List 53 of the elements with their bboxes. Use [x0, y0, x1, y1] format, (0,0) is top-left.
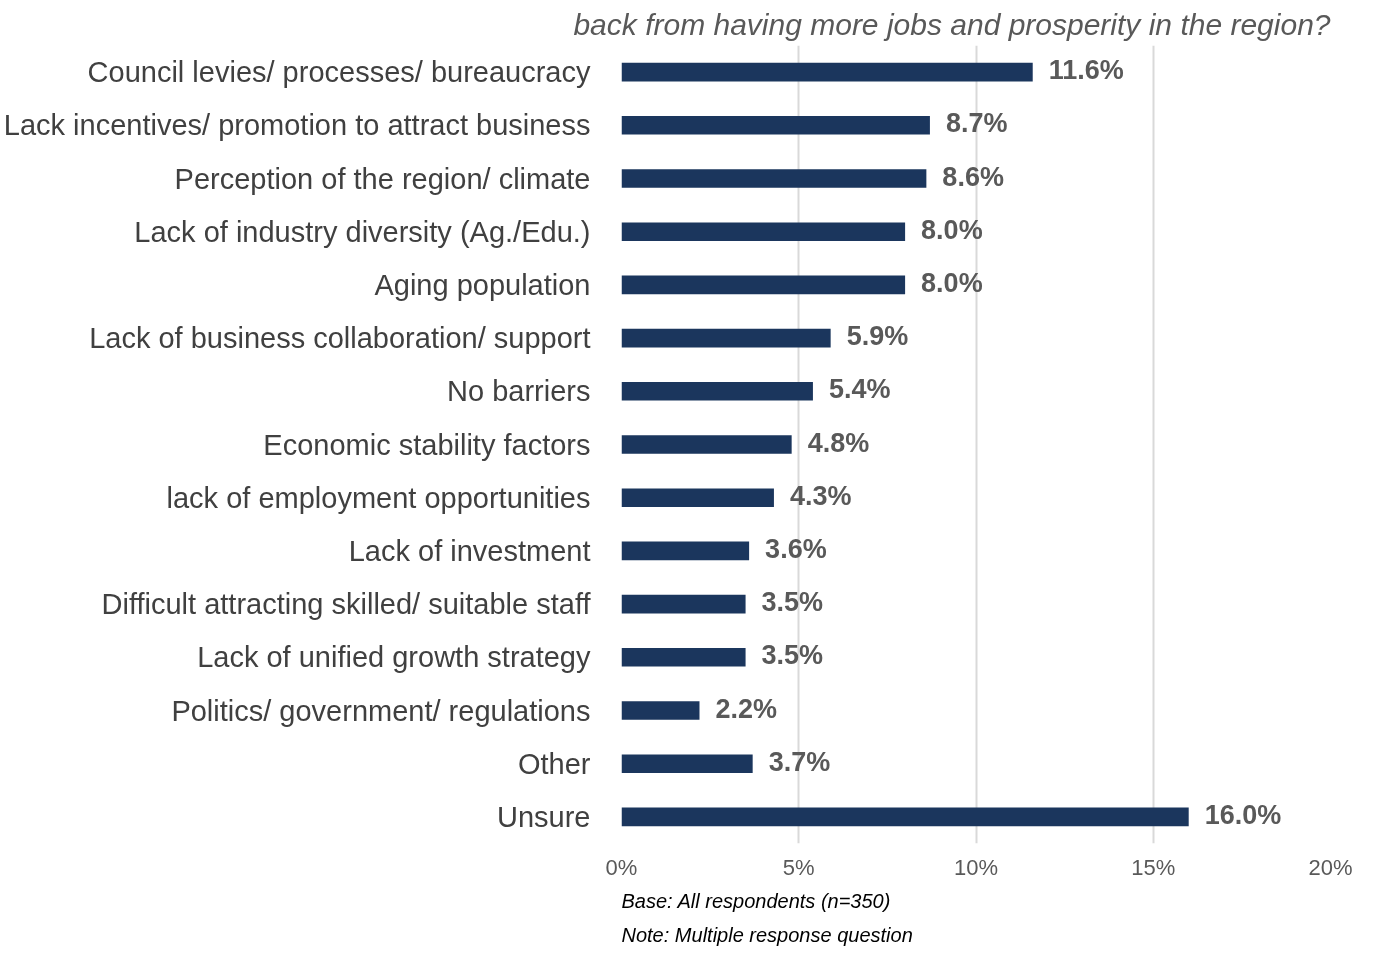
- bar: [621, 275, 906, 295]
- y-tick-label: Lack incentives/ promotion to attract business: [3, 109, 591, 142]
- bar: [621, 169, 927, 188]
- bar: [621, 381, 813, 401]
- data-label: 8.0%: [921, 214, 983, 245]
- y-tick-label: Perception of the region/ climate: [174, 162, 591, 195]
- y-tick-label: Lack of unified growth strategy: [197, 641, 591, 674]
- text: Note: Multiple response question: [621, 923, 913, 946]
- x-tick-label: 5%: [782, 854, 815, 880]
- bar: [621, 647, 746, 667]
- text: Base: All respondents (n=350): [621, 889, 891, 912]
- data-label: 8.7%: [945, 108, 1008, 139]
- data-label: 2.2%: [715, 693, 778, 724]
- data-label: 4.8%: [807, 427, 870, 458]
- data-label: 5.4%: [828, 374, 891, 405]
- y-tick-label: lack of employment opportunities: [166, 481, 591, 514]
- y-tick-label: Other: [517, 747, 591, 780]
- x-tick-label: 10%: [953, 854, 999, 880]
- data-label: 3.5%: [761, 587, 824, 618]
- bar: [621, 115, 930, 135]
- data-label: 8.6%: [942, 161, 1004, 192]
- chart-title: back from having more jobs and prosperity in the region?: [573, 7, 1331, 41]
- data-label: 11.6%: [1048, 55, 1124, 86]
- bar: [621, 807, 1189, 827]
- y-tick-label: Economic stability factors: [263, 428, 591, 461]
- y-tick-label: Politics/ government/ regulations: [171, 694, 591, 727]
- bar: [621, 754, 753, 774]
- data-label: 3.6%: [765, 533, 827, 564]
- y-tick-label: Council levies/ processes/ bureaucracy: [87, 56, 591, 89]
- bar: [621, 62, 1033, 82]
- bar: [621, 594, 746, 614]
- data-label: 16.0%: [1204, 799, 1282, 830]
- y-tick-label: No barriers: [447, 375, 591, 408]
- data-label: 3.7%: [768, 746, 831, 777]
- bar: [621, 222, 906, 242]
- y-tick-label: Aging population: [374, 268, 591, 301]
- bar: [621, 541, 750, 561]
- data-label: 8.0%: [921, 267, 983, 298]
- y-tick-label: Lack of business collaboration/ support: [89, 322, 591, 355]
- data-label: 3.5%: [761, 640, 824, 671]
- bar: [621, 328, 831, 348]
- data-label: 4.3%: [789, 480, 852, 511]
- bar: [621, 701, 700, 720]
- bar: [621, 488, 774, 508]
- bar: [621, 435, 792, 454]
- x-tick-label: 15%: [1131, 854, 1176, 880]
- x-tick-label: 20%: [1308, 854, 1353, 880]
- y-tick-label: Difficult attracting skilled/ suitable staff: [101, 588, 592, 621]
- y-tick-label: Unsure: [497, 800, 591, 833]
- y-tick-label: Lack of investment: [348, 534, 591, 567]
- data-label: 5.9%: [846, 321, 909, 352]
- y-tick-label: Lack of industry diversity (Ag./Edu.): [134, 215, 591, 248]
- x-tick-label: 0%: [605, 854, 638, 880]
